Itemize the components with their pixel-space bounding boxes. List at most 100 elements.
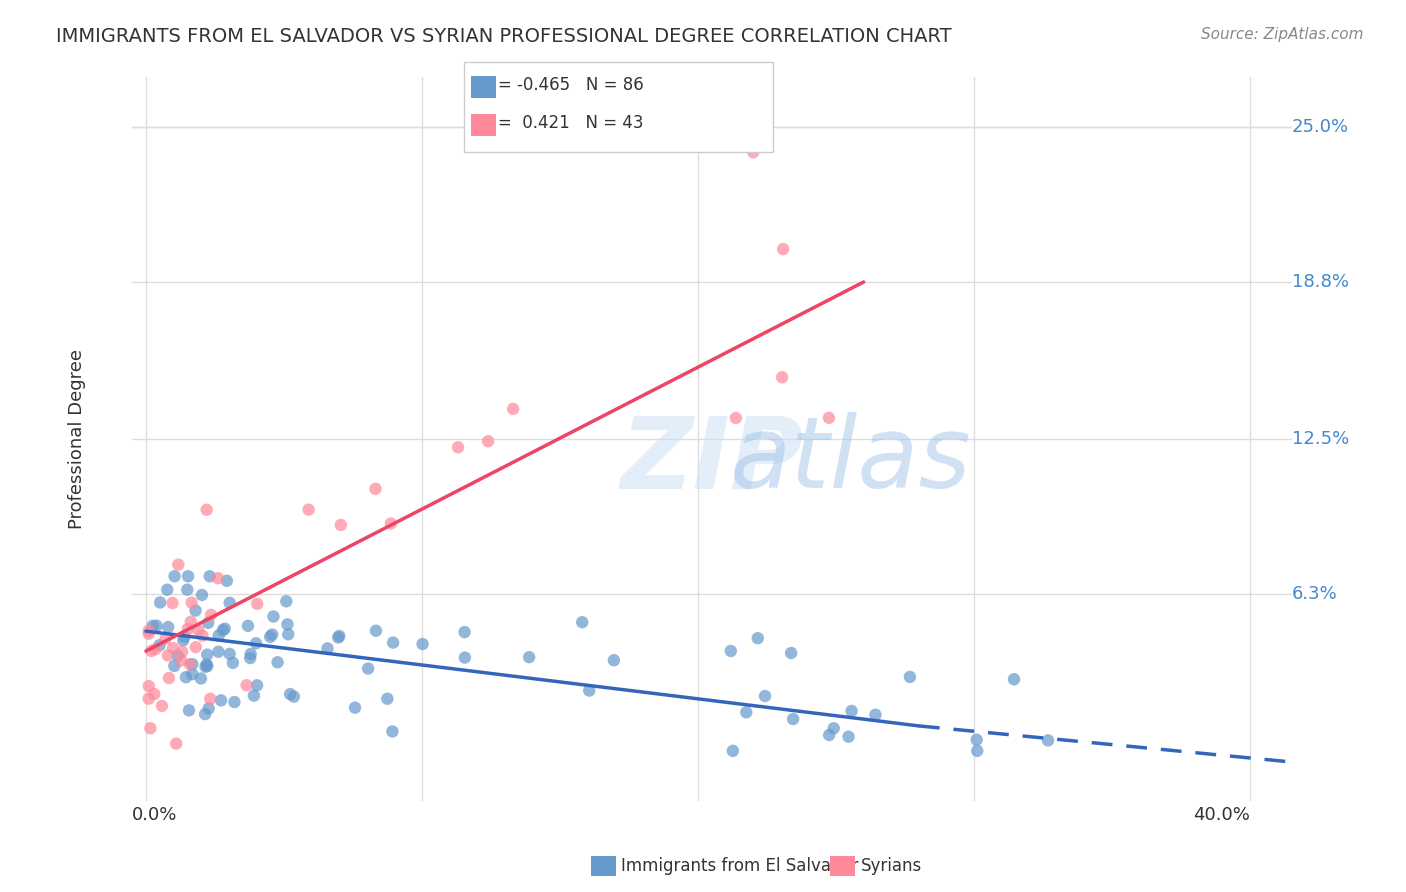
Point bbox=[865, 707, 887, 722]
Point bbox=[297, 502, 319, 516]
Point bbox=[191, 588, 214, 602]
Point bbox=[477, 434, 499, 449]
Point bbox=[187, 623, 209, 637]
Point bbox=[222, 656, 245, 670]
Point bbox=[200, 691, 222, 706]
Point bbox=[181, 667, 204, 681]
Point bbox=[841, 704, 863, 718]
Point bbox=[276, 617, 298, 632]
Point bbox=[155, 632, 177, 646]
Point bbox=[343, 700, 366, 714]
Point bbox=[148, 638, 170, 652]
Text: Professional Degree: Professional Degree bbox=[67, 349, 86, 529]
Point bbox=[262, 627, 284, 641]
Point bbox=[283, 690, 305, 704]
Text: 6.3%: 6.3% bbox=[1292, 585, 1337, 603]
Point bbox=[214, 622, 236, 636]
Point bbox=[898, 670, 921, 684]
Point bbox=[141, 644, 163, 658]
Point bbox=[157, 671, 180, 685]
Point bbox=[173, 630, 195, 644]
Point bbox=[782, 712, 804, 726]
Point bbox=[328, 629, 350, 643]
Point bbox=[176, 582, 198, 597]
Point bbox=[165, 737, 187, 751]
Point bbox=[316, 641, 339, 656]
Point bbox=[209, 693, 232, 707]
Point bbox=[328, 631, 350, 645]
Point bbox=[735, 706, 758, 720]
Point bbox=[966, 744, 988, 758]
Point bbox=[179, 657, 201, 672]
Text: R = -0.465   N = 86: R = -0.465 N = 86 bbox=[481, 76, 644, 94]
Point bbox=[195, 659, 218, 673]
Point bbox=[502, 401, 524, 416]
Point bbox=[198, 569, 221, 583]
Text: Immigrants from El Salvador: Immigrants from El Salvador bbox=[621, 857, 859, 875]
Point bbox=[194, 659, 217, 673]
Text: 25.0%: 25.0% bbox=[1292, 119, 1348, 136]
Point bbox=[170, 653, 193, 667]
Point bbox=[145, 642, 167, 657]
Point bbox=[747, 631, 769, 645]
Point bbox=[277, 627, 299, 641]
Text: 0.0%: 0.0% bbox=[132, 805, 177, 823]
Point bbox=[276, 594, 298, 608]
Point bbox=[195, 502, 218, 516]
Point bbox=[190, 672, 212, 686]
Point bbox=[212, 623, 235, 637]
Text: atlas: atlas bbox=[730, 412, 972, 509]
Point bbox=[191, 629, 214, 643]
Point bbox=[329, 518, 352, 533]
Point bbox=[138, 691, 160, 706]
Point bbox=[208, 628, 231, 642]
Point bbox=[578, 683, 600, 698]
Point bbox=[150, 698, 173, 713]
Point bbox=[246, 597, 269, 611]
Point bbox=[177, 622, 200, 636]
Point bbox=[180, 615, 202, 629]
Point bbox=[245, 636, 267, 650]
Point bbox=[207, 645, 229, 659]
Point bbox=[194, 707, 217, 722]
Point bbox=[780, 646, 803, 660]
Text: ZIP: ZIP bbox=[620, 412, 803, 509]
Text: IMMIGRANTS FROM EL SALVADOR VS SYRIAN PROFESSIONAL DEGREE CORRELATION CHART: IMMIGRANTS FROM EL SALVADOR VS SYRIAN PR… bbox=[56, 27, 952, 45]
Point bbox=[218, 596, 240, 610]
Point bbox=[180, 596, 202, 610]
Point bbox=[1036, 733, 1059, 747]
Point bbox=[195, 657, 218, 672]
Text: Source: ZipAtlas.com: Source: ZipAtlas.com bbox=[1201, 27, 1364, 42]
Point bbox=[142, 619, 165, 633]
Point bbox=[517, 650, 540, 665]
Point bbox=[157, 620, 180, 634]
Point bbox=[139, 721, 162, 735]
Text: 18.8%: 18.8% bbox=[1292, 273, 1348, 291]
Point bbox=[454, 650, 477, 665]
Point bbox=[163, 659, 186, 673]
Point bbox=[382, 635, 405, 649]
Text: 12.5%: 12.5% bbox=[1292, 430, 1348, 448]
Point bbox=[138, 679, 160, 693]
Point bbox=[966, 732, 988, 747]
Point bbox=[218, 647, 240, 661]
Point bbox=[166, 648, 188, 663]
Point bbox=[380, 516, 402, 531]
Point bbox=[138, 627, 160, 641]
Point bbox=[138, 624, 160, 638]
Point bbox=[177, 569, 200, 583]
Point bbox=[818, 410, 841, 425]
Point bbox=[278, 687, 301, 701]
Point bbox=[181, 657, 204, 672]
Point bbox=[1002, 672, 1025, 686]
Point bbox=[207, 571, 229, 585]
Point bbox=[184, 603, 207, 617]
Point bbox=[721, 744, 744, 758]
Point bbox=[364, 624, 387, 638]
Point bbox=[259, 630, 281, 644]
Point bbox=[177, 703, 200, 717]
Point bbox=[453, 625, 475, 640]
Point bbox=[162, 596, 184, 610]
Point bbox=[266, 655, 288, 669]
Point bbox=[156, 582, 179, 597]
